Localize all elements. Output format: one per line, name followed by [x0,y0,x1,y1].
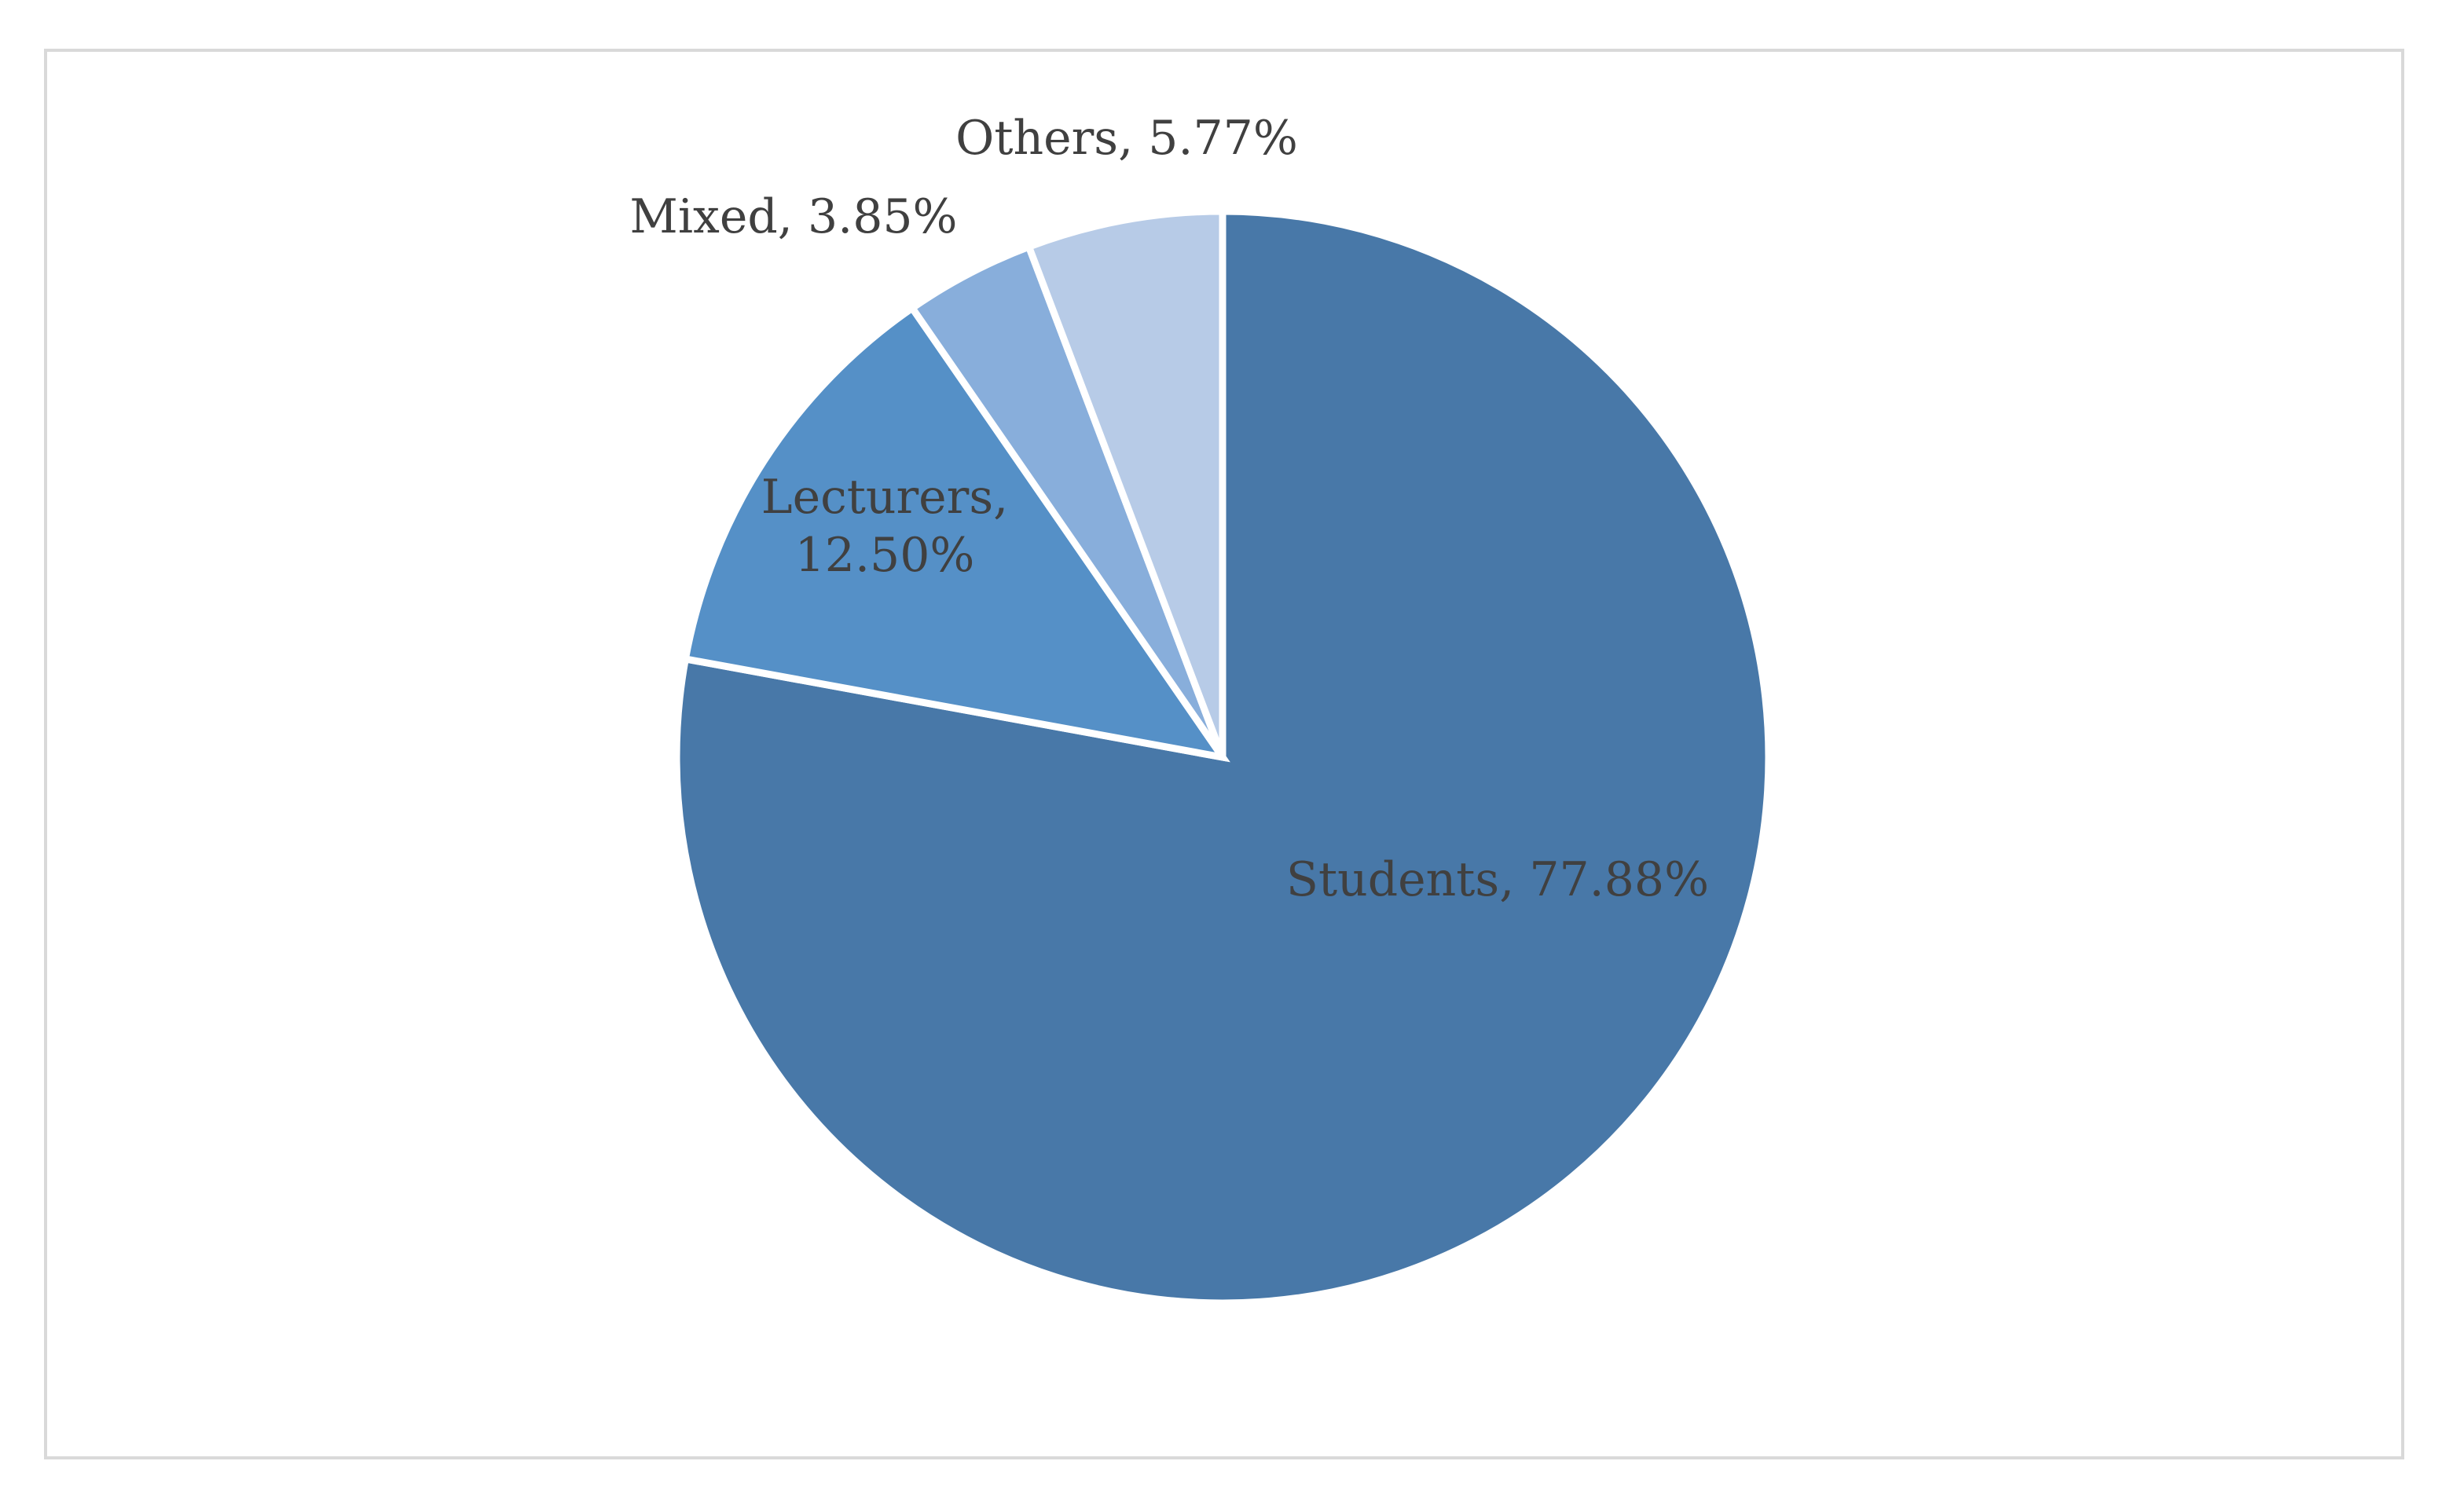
pie-labels: Students, 77.88% Lecturers, 12.50% Mixed, 3… [629,111,1709,907]
slice-label-line: Students, 77.88% [1286,852,1709,907]
slice-label-lecturers: Lecturers, 12.50% [761,470,1008,583]
slice-label-mixed: Mixed, 3.85% [629,189,957,244]
slice-label-line: Others, 5.77% [955,111,1298,166]
slice-label-students: Students, 77.88% [1286,852,1709,907]
slice-label-line: 12.50% [795,528,975,583]
pie-slice-lecturers [681,302,1230,763]
slice-label-line: Lecturers, [761,470,1008,525]
slice-label-others: Others, 5.77% [955,111,1298,166]
slice-label-line: Mixed, 3.85% [629,189,957,244]
pie-slice-others [1024,207,1226,759]
pie-slices [673,207,1773,1307]
